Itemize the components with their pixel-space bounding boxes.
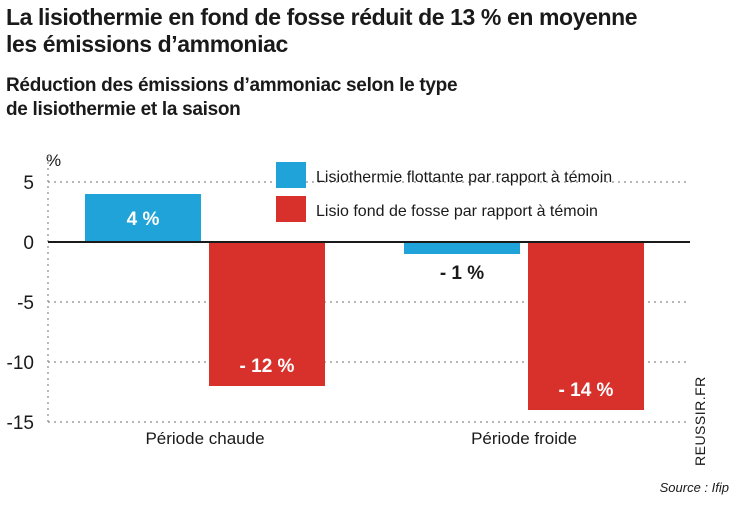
chart-subtitle-line-1: Réduction des émissions d’ammoniac selon… xyxy=(6,75,458,96)
chart-subtitle: Réduction des émissions d’ammoniac selon… xyxy=(6,74,741,122)
y-tick-label: -10 xyxy=(7,353,34,374)
chart-title-line-2: les émissions d’ammoniac xyxy=(6,31,288,57)
chart-subtitle-line-2: de lisiothermie et la saison xyxy=(6,99,241,120)
legend-label: Lisio fond de fosse par rapport à témoin xyxy=(316,203,598,220)
legend-label: Lisiothermie flottante par rapport à tém… xyxy=(316,169,612,186)
x-category-label: Période chaude xyxy=(145,429,264,448)
credit-label: REUSSIR.FR xyxy=(692,376,708,466)
bar xyxy=(404,242,520,254)
legend-swatch xyxy=(276,196,306,222)
x-category-label: Période froide xyxy=(471,429,577,448)
legend-swatch xyxy=(276,162,306,188)
data-label: - 1 % xyxy=(440,263,484,284)
bar xyxy=(85,194,201,242)
source-label: Source : Ifip xyxy=(659,480,729,495)
bar xyxy=(209,242,325,386)
data-label: 4 % xyxy=(127,209,160,230)
y-tick-label: 0 xyxy=(23,233,34,254)
y-tick-label: 5 xyxy=(23,173,34,194)
data-label: - 14 % xyxy=(559,380,614,401)
y-tick-label: -5 xyxy=(17,293,34,314)
chart-title: La lisiothermie en fond de fosse réduit … xyxy=(6,4,741,58)
bar xyxy=(528,242,644,410)
y-tick-label: -15 xyxy=(7,413,34,434)
data-label: - 12 % xyxy=(240,356,295,377)
chart-title-line-1: La lisiothermie en fond de fosse réduit … xyxy=(6,4,638,30)
y-axis-unit-label: % xyxy=(46,151,61,170)
